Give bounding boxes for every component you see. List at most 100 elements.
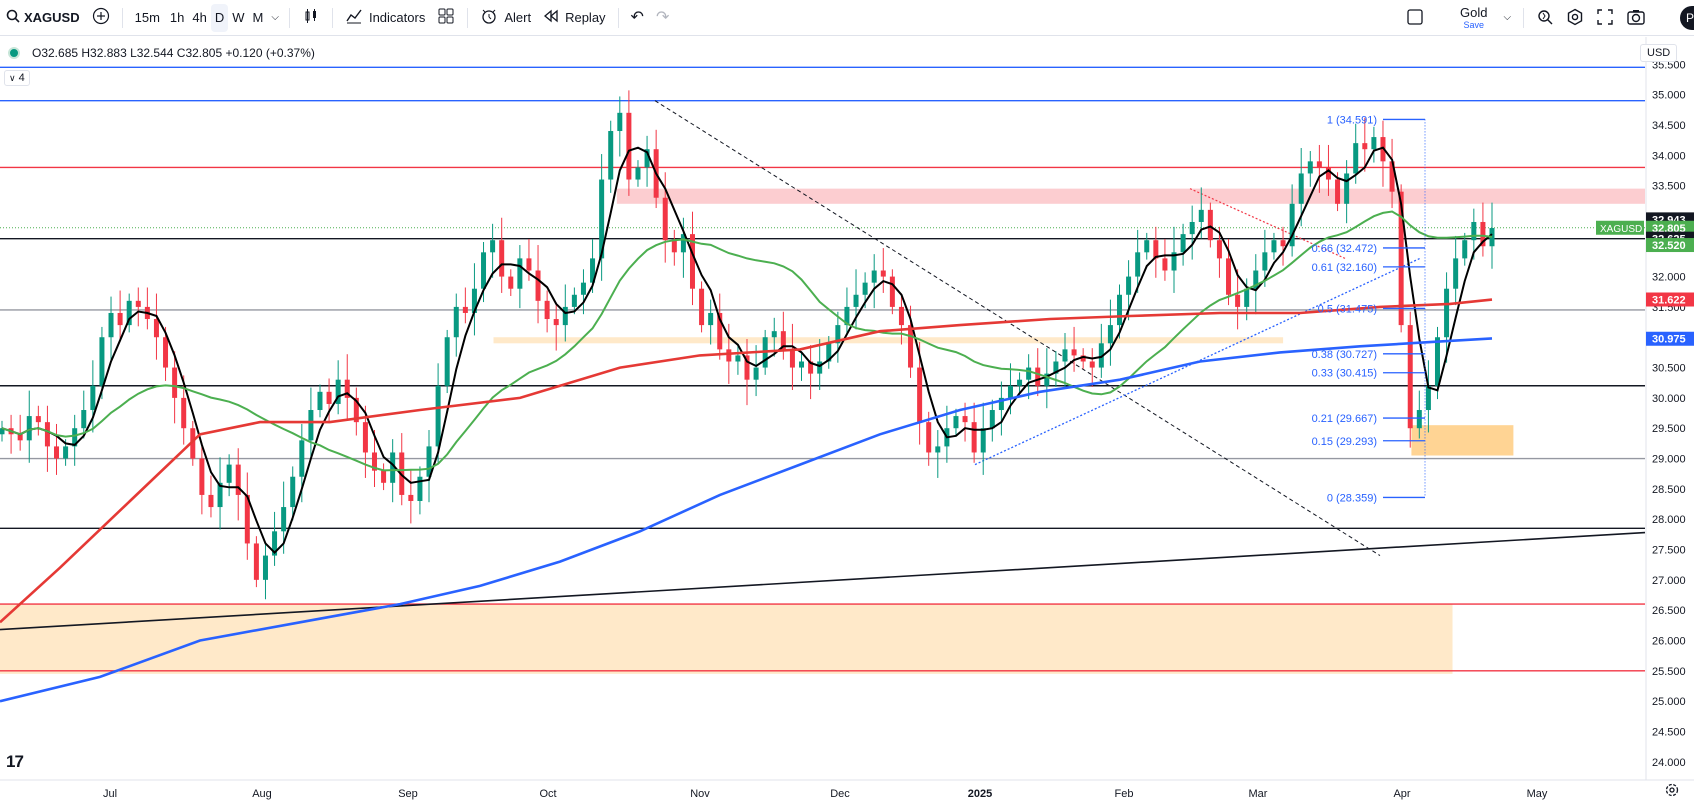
currency-selector[interactable]: USD [1640, 44, 1678, 62]
indicators-collapse-button[interactable]: ∨ 4 [4, 70, 30, 86]
candle-body [435, 385, 441, 447]
fullscreen-button[interactable] [1590, 4, 1620, 32]
toolbar-divider [1523, 8, 1525, 28]
y-tick-label: 28.500 [1652, 484, 1686, 496]
templates-button[interactable] [431, 4, 461, 32]
publish-button[interactable]: Pu [1680, 6, 1694, 30]
candle-body [453, 306, 459, 338]
candle-body [1235, 294, 1241, 307]
interval-4h[interactable]: 4h [192, 10, 207, 25]
chevron-down-icon: ⌵ [271, 11, 279, 23]
candle-body [1344, 173, 1350, 204]
x-tick-label: Apr [1393, 788, 1410, 800]
plus-circle-icon [92, 7, 110, 28]
fib-level-label: 0.15 (29.293) [1312, 436, 1377, 448]
y-tick-label: 27.000 [1652, 575, 1686, 587]
layout-name-button[interactable]: Gold Save [1454, 4, 1493, 32]
candle-body [353, 397, 359, 423]
layout-dropdown[interactable]: ⌵ [1497, 4, 1517, 32]
candle-body [799, 361, 805, 368]
interval-1h[interactable]: 1h [169, 10, 185, 25]
candle-body [644, 149, 650, 168]
symbol-search[interactable]: XAGUSD [0, 4, 86, 32]
toolbar-right: Gold Save ⌵ [1400, 0, 1652, 36]
candle-body [817, 361, 823, 374]
layout-name: Gold Save [1460, 6, 1487, 30]
candle-body [153, 319, 159, 338]
symbol-tag: XAGUSD [1600, 224, 1642, 235]
symbol-tag-bg [1596, 220, 1644, 235]
rewind-icon [543, 9, 559, 26]
interval-15m[interactable]: 15m [134, 10, 160, 25]
settings-button[interactable] [1560, 4, 1590, 32]
price-label-bg [1646, 331, 1694, 346]
alert-button[interactable]: Alert [474, 4, 537, 32]
candle-body [889, 276, 895, 307]
candle-body [971, 422, 977, 453]
candle-body [1207, 209, 1213, 241]
interval-m[interactable]: M [252, 10, 264, 25]
candle-body [281, 507, 287, 532]
candle-body [1071, 349, 1077, 356]
snapshot-button[interactable] [1620, 4, 1652, 32]
candle-body [671, 240, 677, 253]
candle-body [135, 300, 141, 307]
candle-body [1407, 325, 1413, 429]
candle-body [426, 446, 432, 477]
candle-body [953, 416, 959, 429]
price-zone [616, 188, 1645, 204]
candle-body [1271, 240, 1277, 253]
chart-type-button[interactable] [296, 4, 326, 32]
candle-body [789, 349, 795, 368]
candle-body [626, 112, 632, 180]
toolbar-divider [617, 7, 619, 28]
candle-body [272, 531, 278, 556]
candle-body [1335, 179, 1341, 204]
candle-body [735, 355, 741, 362]
layout-toggle[interactable] [1400, 4, 1430, 32]
replay-button[interactable]: Replay [537, 4, 611, 32]
candle-body [462, 306, 468, 313]
interval-w[interactable]: W [232, 10, 245, 25]
candle-body [1035, 367, 1041, 386]
replay-label: Replay [565, 10, 606, 25]
y-tick-label: 35.000 [1652, 90, 1686, 102]
chevron-down-icon: ⌵ [1503, 12, 1512, 23]
redo-button[interactable]: ↷ [650, 4, 675, 32]
candle-body [917, 367, 923, 423]
interval-d[interactable]: D [210, 3, 229, 32]
x-tick-label: May [1527, 788, 1548, 800]
quick-search-button[interactable] [1530, 4, 1560, 32]
candle-body [326, 391, 332, 404]
candle-body [1298, 173, 1304, 204]
candle-body [1307, 161, 1313, 174]
candle-body [99, 337, 105, 386]
axis-settings-button[interactable] [1664, 782, 1680, 801]
gear-icon [1665, 783, 1679, 797]
candle-body [1135, 252, 1141, 277]
undo-icon: ↶ [630, 8, 644, 26]
candle-body [1053, 361, 1059, 374]
indicators-count: 4 [18, 72, 25, 84]
candle-body [1089, 361, 1095, 368]
candle-body [1080, 355, 1086, 362]
indicators-button[interactable]: Indicators [339, 4, 431, 32]
candle-body [1253, 270, 1259, 289]
candle-body [708, 312, 714, 326]
candle-body [381, 470, 387, 483]
y-tick-label: 35.500 [1652, 59, 1686, 71]
candle-body [63, 446, 69, 459]
interval-dropdown[interactable]: ⌵ [267, 4, 283, 32]
candle-body [444, 337, 450, 386]
candle-body [1244, 288, 1250, 307]
candle-body [689, 234, 695, 289]
candle-body [898, 306, 904, 326]
symbol-name: XAGUSD [24, 10, 80, 25]
x-tick-label: Sep [398, 788, 418, 800]
y-tick-label: 25.000 [1652, 696, 1686, 708]
compare-button[interactable] [86, 4, 116, 32]
candle-body [635, 167, 641, 180]
candle-body [571, 294, 577, 307]
undo-button[interactable]: ↶ [625, 4, 650, 32]
